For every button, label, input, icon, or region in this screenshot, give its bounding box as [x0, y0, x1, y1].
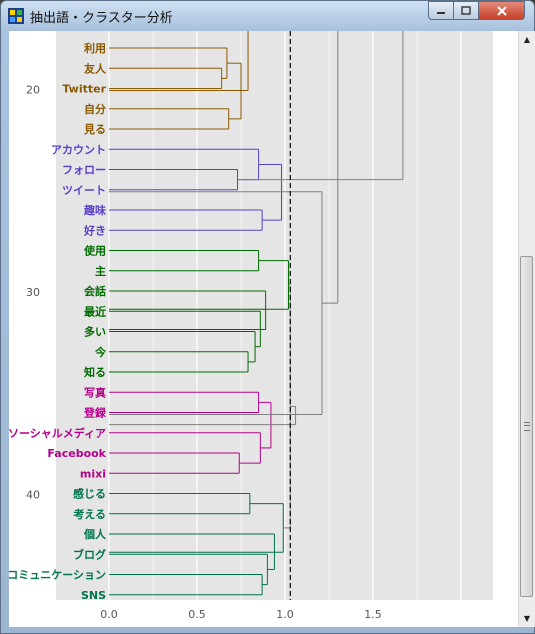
- x-tick-label: 0.5: [188, 608, 206, 621]
- leaf-label: 感じる: [73, 487, 106, 501]
- scroll-up-button[interactable]: ▲: [519, 31, 535, 48]
- x-tick-label: 1.5: [364, 608, 382, 621]
- leaf-label: 見る: [83, 123, 106, 136]
- leaf-label: コミュニケーション: [9, 569, 106, 582]
- leaf-label: Facebook: [47, 447, 106, 460]
- leaf-label: 自分: [84, 102, 106, 116]
- y-tick-label: 40: [26, 489, 40, 502]
- leaf-label: 使用: [83, 244, 106, 258]
- minimize-icon: [437, 11, 445, 14]
- leaf-label: 今: [94, 345, 107, 359]
- leaf-label: フォロー: [62, 164, 106, 177]
- leaf-label: ソーシャルメディア: [9, 426, 106, 440]
- leaf-label: 利用: [84, 41, 106, 55]
- leaf-label: 趣味: [83, 203, 106, 217]
- leaf-label: ツイート: [62, 184, 106, 197]
- leaf-label: 知る: [83, 365, 106, 379]
- x-tick-label: 0.0: [100, 608, 118, 621]
- chevron-up-icon: ▲: [523, 35, 531, 44]
- plot-area: 0.0 0.5 1.0 1.5 20 30 40 利用友人 Twitter 自分見るアカウントフォ…: [9, 31, 535, 627]
- y-tick-label: 20: [26, 84, 40, 97]
- leaf-label: 友人: [84, 61, 107, 75]
- app-icon: [8, 8, 24, 24]
- scroll-down-button[interactable]: ▼: [519, 610, 535, 627]
- grip-icon: [524, 422, 530, 431]
- maximize-icon: [461, 6, 471, 15]
- leaf-label: 登録: [83, 406, 107, 420]
- title-bar[interactable]: 抽出語・クラスター分析: [1, 1, 534, 31]
- leaf-label: 最近: [84, 304, 106, 318]
- leaf-label: SNS: [81, 589, 106, 602]
- maximize-button[interactable]: [453, 1, 479, 20]
- vertical-scrollbar[interactable]: ▲ ▼: [518, 31, 535, 627]
- close-button[interactable]: [478, 1, 525, 20]
- x-tick-label: 1.0: [276, 608, 294, 621]
- plot-background: [56, 31, 493, 600]
- leaf-label: 好き: [83, 223, 106, 237]
- y-tick-label: 30: [26, 286, 40, 299]
- leaf-label: 写真: [84, 385, 106, 399]
- leaf-label: mixi: [80, 467, 106, 480]
- close-icon: [496, 5, 507, 16]
- leaf-label: Twitter: [62, 83, 106, 96]
- window-title: 抽出語・クラスター分析: [30, 11, 173, 26]
- chevron-down-icon: ▼: [523, 614, 531, 623]
- leaf-label: 個人: [83, 527, 107, 541]
- leaf-label: 会話: [84, 284, 106, 298]
- leaf-label: 考える: [73, 507, 106, 521]
- scrollbar-thumb[interactable]: [520, 256, 533, 597]
- leaf-label: ブログ: [73, 547, 106, 561]
- leaf-label: アカウント: [51, 143, 106, 156]
- leaf-label: 主: [95, 264, 106, 278]
- leaf-label: 多い: [84, 325, 106, 339]
- minimize-button[interactable]: [428, 1, 454, 20]
